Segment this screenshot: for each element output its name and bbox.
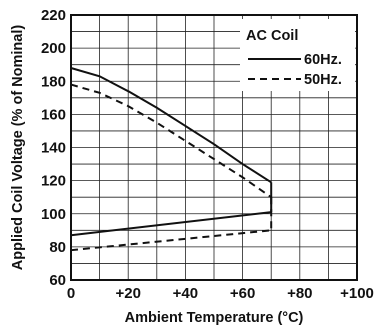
y-tick-labels: 60 80 100 120 140 160 180 200 220 [41,7,66,289]
x-tick-label: 0 [67,285,75,302]
x-tick-label: +60 [230,285,255,302]
series-50hz-lower-line [70,229,272,252]
x-axis-title: Ambient Temperature (°C) [125,310,304,326]
legend-label-60hz: 60Hz. [304,52,342,68]
x-tick-label: +80 [287,285,312,302]
y-tick-label: 140 [41,140,66,157]
series-60hz-lower-line [70,211,272,237]
y-tick-label: 220 [41,7,66,24]
y-tick-label: 180 [41,73,66,90]
y-tick-label: 100 [41,206,66,223]
series-layer [70,67,273,252]
x-tick-label: +40 [173,285,198,302]
y-tick-label: 80 [49,239,66,256]
legend-title: AC Coil [246,28,298,44]
y-tick-label: 200 [41,40,66,57]
x-tick-labels: 0 +20 +40 +60 +80 +100 [67,285,374,302]
x-tick-label: +100 [340,285,374,302]
y-tick-label: 60 [49,272,66,289]
legend: AC Coil 60Hz. 50Hz. [240,19,355,91]
y-axis-title: Applied Coil Voltage (% of Nominal) [10,25,26,271]
legend-label-50hz: 50Hz. [304,72,342,88]
series-50hz-upper-line [70,83,272,199]
plot-frame [70,14,358,281]
series-60hz-upper-line [70,67,272,184]
y-tick-label: 120 [41,173,66,190]
x-tick-label: +20 [115,285,140,302]
y-tick-label: 160 [41,106,66,123]
